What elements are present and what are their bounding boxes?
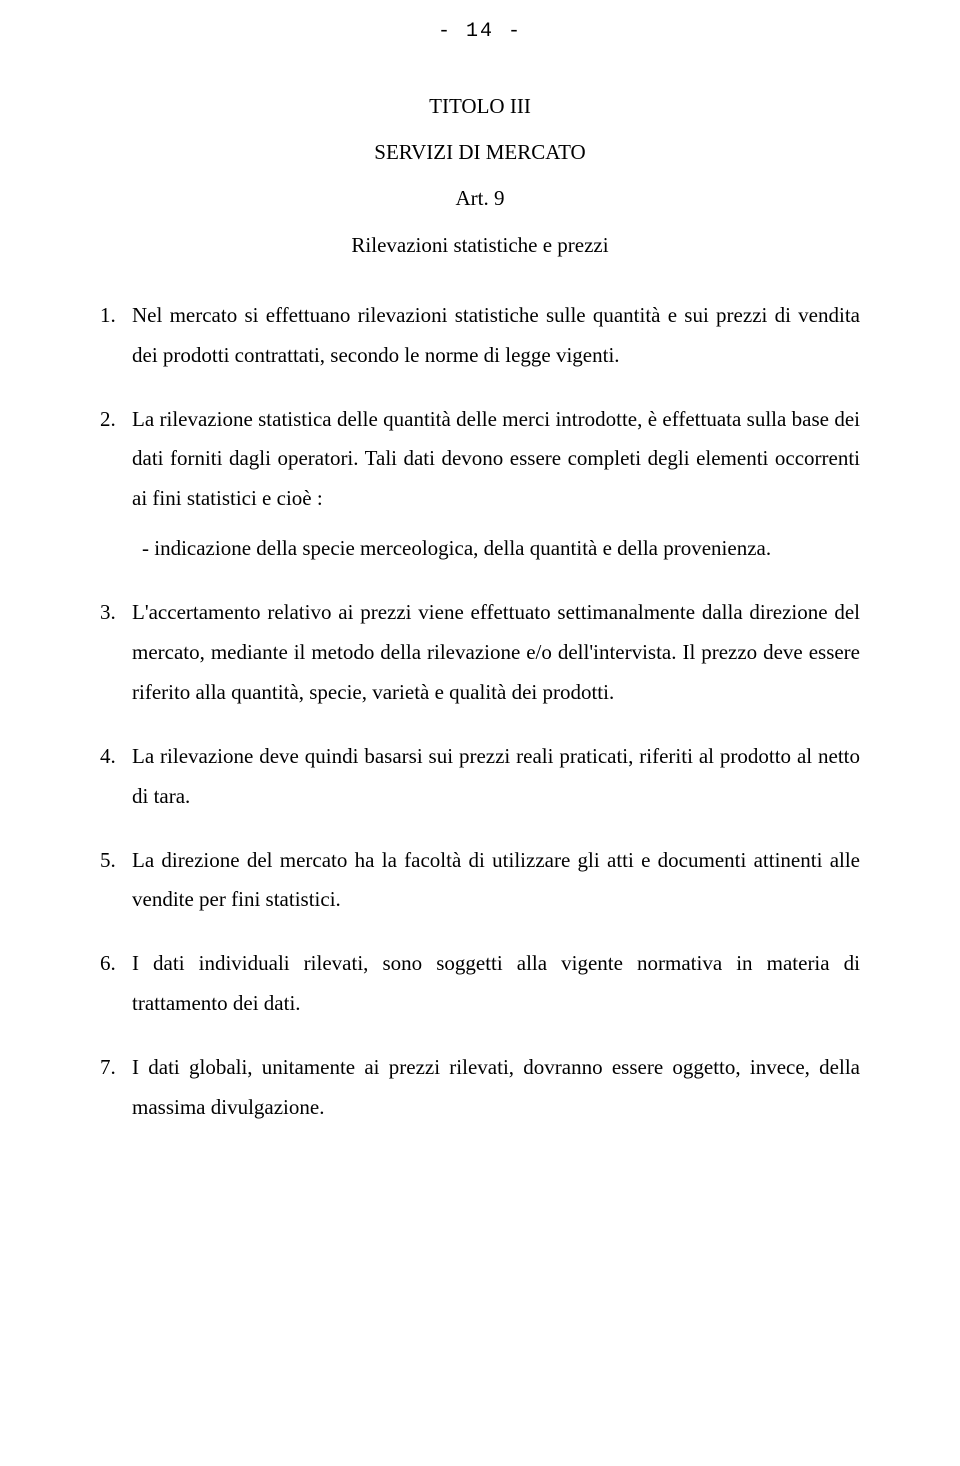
list-item: I dati globali, unitamente ai prezzi ril… [100,1048,860,1128]
list-item: La direzione del mercato ha la facoltà d… [100,841,860,921]
title-line-3: Art. 9 [100,175,860,221]
item-text: Nel mercato si effettuano rilevazioni st… [132,303,860,367]
document-page: - 14 - TITOLO III SERVIZI DI MERCATO Art… [0,0,960,1192]
list-item: La rilevazione deve quindi basarsi sui p… [100,737,860,817]
list-item: I dati individuali rilevati, sono sogget… [100,944,860,1024]
item-text: L'accertamento relativo ai prezzi viene … [132,600,860,704]
article-list: Nel mercato si effettuano rilevazioni st… [100,296,860,1128]
page-number: - 14 - [100,20,860,43]
title-block: TITOLO III SERVIZI DI MERCATO Art. 9 Ril… [100,83,860,268]
item-text: I dati individuali rilevati, sono sogget… [132,951,860,1015]
list-item: La rilevazione statistica delle quantità… [100,400,860,570]
item-text: I dati globali, unitamente ai prezzi ril… [132,1055,860,1119]
list-item: Nel mercato si effettuano rilevazioni st… [100,296,860,376]
item-text: La rilevazione statistica delle quantità… [132,407,860,511]
title-line-4: Rilevazioni statistiche e prezzi [100,222,860,268]
item-text: La rilevazione deve quindi basarsi sui p… [132,744,860,808]
sub-item: - indicazione della specie merceologica,… [132,529,860,569]
title-line-2: SERVIZI DI MERCATO [100,129,860,175]
title-line-1: TITOLO III [100,83,860,129]
item-text: La direzione del mercato ha la facoltà d… [132,848,860,912]
list-item: L'accertamento relativo ai prezzi viene … [100,593,860,713]
